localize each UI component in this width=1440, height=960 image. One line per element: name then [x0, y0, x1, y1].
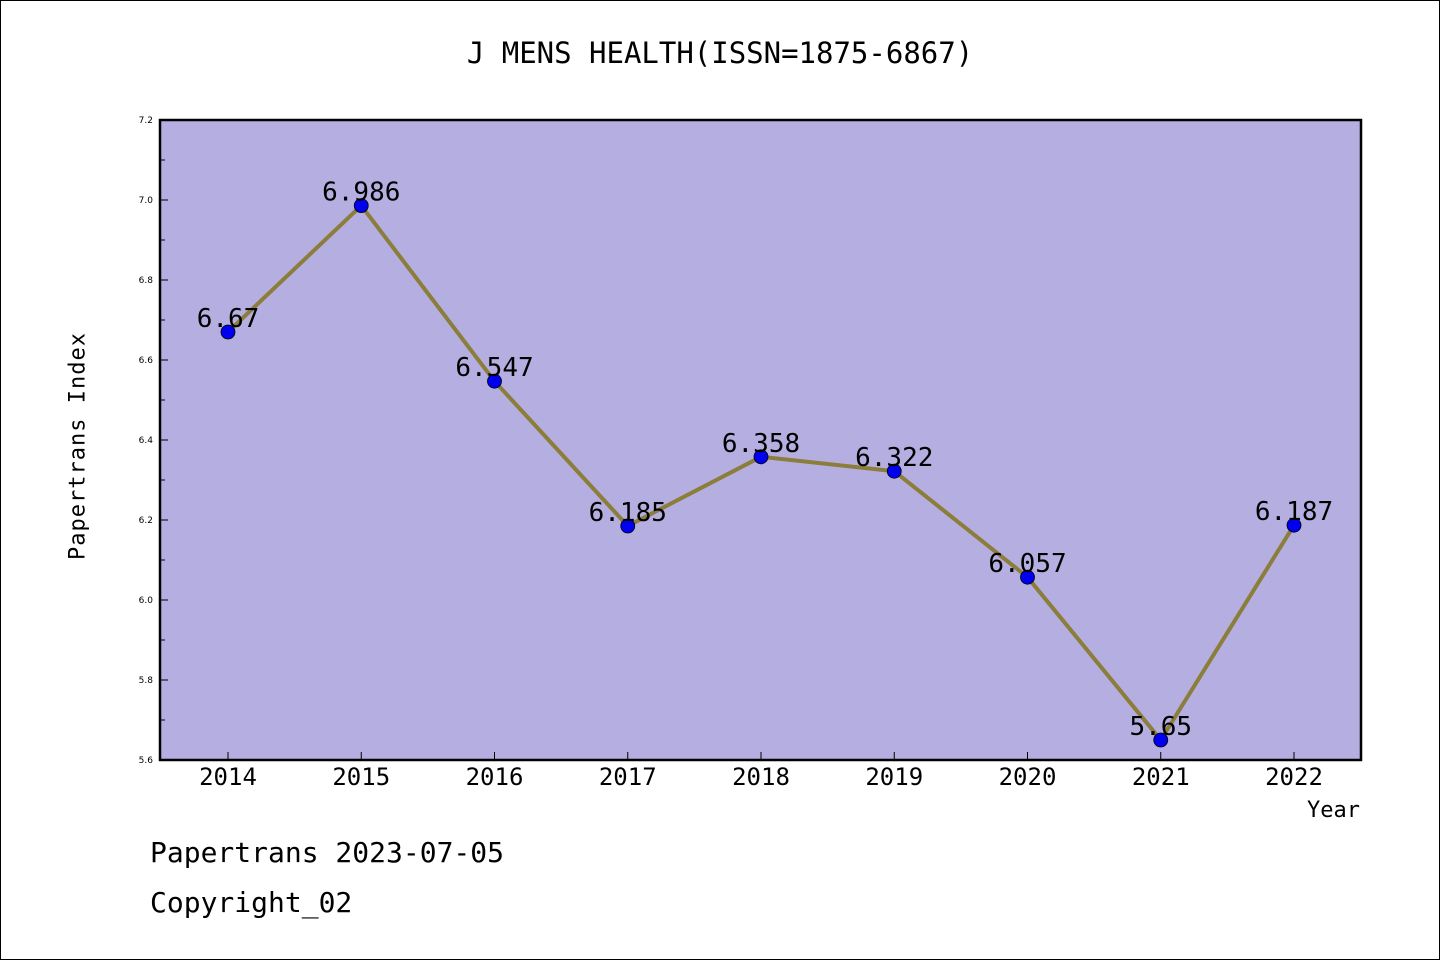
y-tick-label: 6.4: [139, 436, 154, 446]
data-point: [220, 324, 236, 340]
data-label: 6.187: [1255, 497, 1333, 527]
y-tick-label: 6.8: [139, 276, 154, 286]
series-markers: [220, 198, 1302, 748]
x-tick-label: 2020: [999, 763, 1057, 791]
data-label: 6.185: [589, 498, 667, 528]
x-axis-ticks: 2014 2015 2016 2017 2018 2019 2020 2021 2022: [199, 752, 1323, 791]
plot-area: [160, 120, 1361, 760]
data-point: [1020, 569, 1035, 585]
x-tick-label: 2015: [332, 763, 390, 791]
data-label: 6.057: [988, 549, 1066, 579]
data-label: 5.65: [1129, 712, 1192, 742]
x-tick-label: 2016: [466, 763, 524, 791]
plot-border: [158, 118, 1363, 762]
y-tick-label: 7.0: [139, 196, 154, 206]
data-label: 6.322: [855, 443, 933, 473]
data-point: [1153, 732, 1169, 748]
x-tick-label: 2021: [1132, 763, 1190, 791]
y-tick-label: 6.0: [139, 596, 154, 606]
x-tick-label: 2017: [599, 763, 657, 791]
chart-title: J MENS HEALTH(ISSN=1875-6867): [466, 36, 974, 70]
x-axis-label: Year: [1307, 798, 1360, 823]
y-tick-label: 7.2: [139, 116, 153, 126]
data-labels: 6.67 6.986 6.547 6.185 6.358 6.322 6.057 5.65 6.…: [197, 178, 1333, 742]
data-point: [353, 198, 369, 214]
footer-copyright: Copyright_02: [150, 886, 353, 919]
y-tick-label: 6.2: [139, 516, 153, 526]
data-label: 6.358: [722, 429, 800, 459]
x-tick-label: 2014: [199, 763, 257, 791]
data-label: 6.986: [322, 178, 400, 208]
data-point: [487, 373, 502, 389]
y-tick-label: 5.8: [139, 676, 154, 686]
x-tick-label: 2022: [1265, 763, 1323, 791]
data-point: [753, 449, 769, 465]
data-label: 6.547: [455, 353, 533, 383]
footer-date: Papertrans 2023-07-05: [150, 836, 505, 869]
x-tick-label: 2018: [732, 763, 790, 791]
data-point: [1286, 517, 1302, 533]
x-tick-label: 2019: [865, 763, 923, 791]
data-point: [886, 463, 902, 479]
data-point: [620, 518, 636, 534]
y-tick-label: 5.6: [139, 756, 154, 766]
y-tick-label: 6.6: [139, 356, 154, 366]
data-label: 6.67: [197, 304, 260, 334]
